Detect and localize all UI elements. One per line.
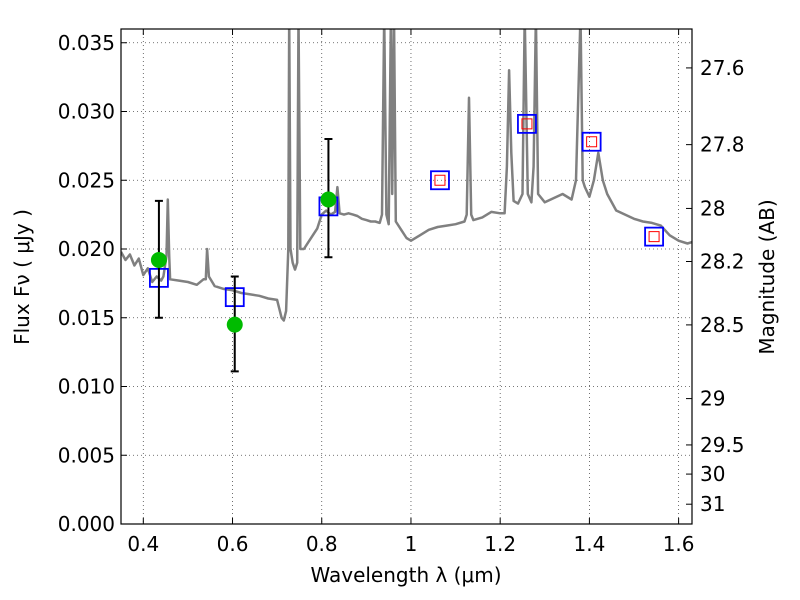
- observed-point: [320, 191, 337, 208]
- y-tick-label: 0.025: [58, 168, 115, 192]
- x-tick-label: 1: [405, 532, 418, 556]
- markers-group: [149, 113, 664, 373]
- y-tick-label: 0.035: [58, 31, 115, 55]
- x-tick-label: 1.4: [573, 532, 605, 556]
- model-square: [581, 131, 602, 152]
- observed-small-square: [434, 174, 446, 186]
- y-tick-label: 0.005: [58, 443, 115, 467]
- observed-small-square: [648, 231, 660, 243]
- right-tick-label: 31: [700, 492, 725, 516]
- x-tick-label: 1.6: [663, 532, 695, 556]
- x-tick-label: 1.2: [484, 532, 516, 556]
- grid-lines: [121, 29, 692, 525]
- spectrum-group: [121, 29, 692, 322]
- observed-point: [150, 252, 167, 268]
- y-tick-label: 0.020: [58, 237, 115, 261]
- model-square: [644, 226, 664, 247]
- x-tick-label: 0.6: [217, 532, 249, 556]
- observed-point: [226, 316, 243, 333]
- right-tick-label: 29: [700, 387, 725, 411]
- right-tick-label: 28: [700, 196, 725, 220]
- right-tick-label: 28.2: [700, 250, 745, 274]
- observed-small-square: [586, 136, 598, 148]
- right-tick-label: 30: [700, 462, 725, 486]
- y-tick-label: 0.000: [58, 512, 115, 536]
- y-axis-label: Flux Fν ( μJy ): [10, 209, 34, 345]
- spectrum-line: [121, 29, 692, 322]
- right-tick-label: 27.8: [700, 133, 745, 157]
- tick-marks: [121, 29, 692, 525]
- tick-labels: 0.4 0.6 0.8 1 1.2 1.4 1.6 0.000 0.005 0.010 0.015 0…: [58, 31, 745, 556]
- model-square: [517, 113, 537, 134]
- x-tick-label: 0.8: [306, 532, 338, 556]
- model-square: [430, 170, 450, 191]
- x-tick-label: 0.4: [127, 532, 159, 556]
- right-axis-label: Magnitude (AB): [755, 199, 779, 354]
- right-tick-label: 28.5: [700, 313, 745, 337]
- right-tick-label: 29.5: [700, 433, 745, 457]
- right-tick-label: 27.6: [700, 56, 745, 80]
- observed-small-square: [521, 118, 533, 130]
- x-axis-label: Wavelength λ (μm): [310, 563, 501, 587]
- plot-frame: [120, 28, 693, 525]
- y-tick-label: 0.010: [58, 375, 115, 399]
- y-tick-label: 0.030: [58, 100, 115, 124]
- y-tick-label: 0.015: [58, 306, 115, 330]
